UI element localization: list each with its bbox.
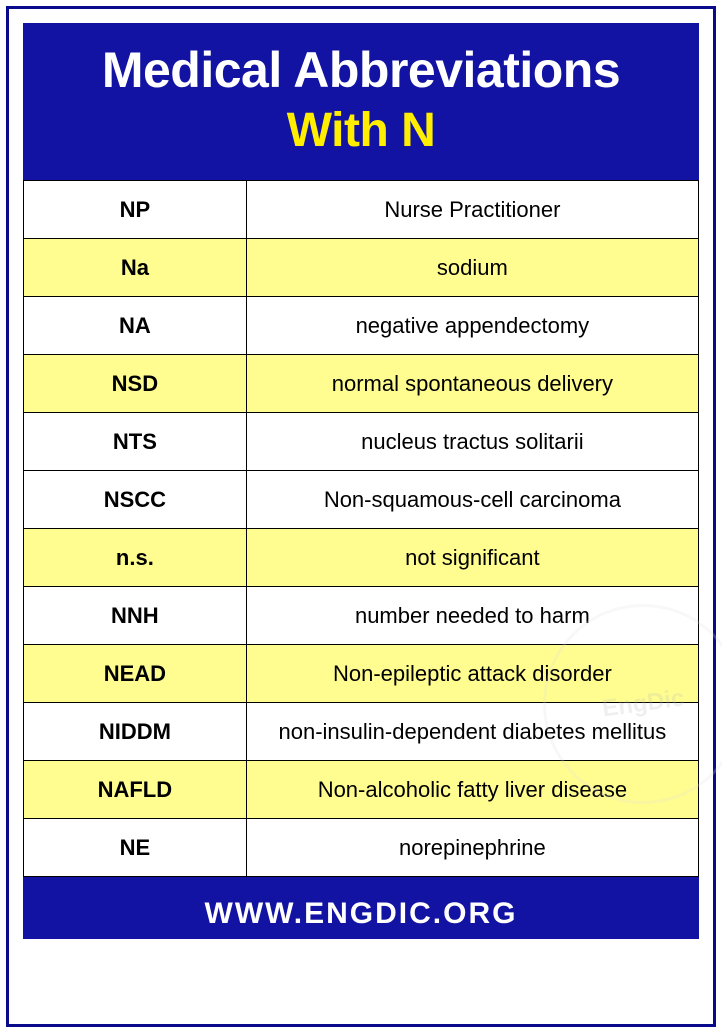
header-banner: Medical Abbreviations With N (23, 23, 699, 180)
term-cell: norepinephrine (246, 819, 698, 877)
abbreviations-table: NPNurse PractitionerNasodiumNAnegative a… (23, 180, 699, 877)
term-cell: number needed to harm (246, 587, 698, 645)
table-row: NTSnucleus tractus solitarii (24, 413, 699, 471)
abbr-cell: NNH (24, 587, 247, 645)
abbr-cell: NTS (24, 413, 247, 471)
table-row: n.s.not significant (24, 529, 699, 587)
term-cell: non-insulin-dependent diabetes mellitus (246, 703, 698, 761)
abbr-cell: NP (24, 181, 247, 239)
abbr-cell: n.s. (24, 529, 247, 587)
term-cell: not significant (246, 529, 698, 587)
footer-text: WWW.ENGDIC.ORG (205, 897, 518, 930)
term-cell: Nurse Practitioner (246, 181, 698, 239)
term-cell: normal spontaneous delivery (246, 355, 698, 413)
table-row: NEnorepinephrine (24, 819, 699, 877)
table-row: Nasodium (24, 239, 699, 297)
table-row: NAFLDNon-alcoholic fatty liver disease (24, 761, 699, 819)
table-row: NAnegative appendectomy (24, 297, 699, 355)
title-line-2: With N (33, 103, 689, 158)
footer-banner: WWW.ENGDIC.ORG (23, 877, 699, 939)
table-row: NSCCNon-squamous-cell carcinoma (24, 471, 699, 529)
abbr-cell: NEAD (24, 645, 247, 703)
term-cell: negative appendectomy (246, 297, 698, 355)
table-row: NSDnormal spontaneous delivery (24, 355, 699, 413)
term-cell: Non-alcoholic fatty liver disease (246, 761, 698, 819)
abbr-cell: NSD (24, 355, 247, 413)
abbr-cell: Na (24, 239, 247, 297)
term-cell: nucleus tractus solitarii (246, 413, 698, 471)
table-row: NPNurse Practitioner (24, 181, 699, 239)
term-cell: Non-squamous-cell carcinoma (246, 471, 698, 529)
table-body: NPNurse PractitionerNasodiumNAnegative a… (24, 181, 699, 877)
abbr-cell: NA (24, 297, 247, 355)
abbr-cell: NAFLD (24, 761, 247, 819)
term-cell: sodium (246, 239, 698, 297)
table-row: NNHnumber needed to harm (24, 587, 699, 645)
term-cell: Non-epileptic attack disorder (246, 645, 698, 703)
table-row: NIDDMnon-insulin-dependent diabetes mell… (24, 703, 699, 761)
page-frame: Medical Abbreviations With N NPNurse Pra… (6, 6, 716, 1027)
table-row: NEADNon-epileptic attack disorder (24, 645, 699, 703)
title-line-1: Medical Abbreviations (33, 41, 689, 99)
abbr-cell: NSCC (24, 471, 247, 529)
abbr-cell: NIDDM (24, 703, 247, 761)
abbr-cell: NE (24, 819, 247, 877)
